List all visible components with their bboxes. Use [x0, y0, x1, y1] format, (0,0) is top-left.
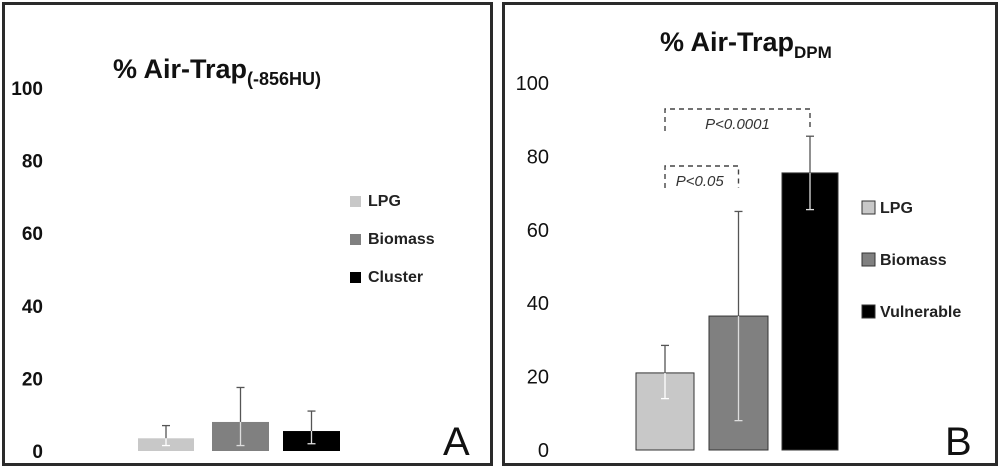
chart-title-b: % Air-TrapDPM: [660, 27, 832, 62]
y-tick-label-a-100: 100: [11, 79, 43, 100]
bar-b-vulnerable: [781, 172, 839, 451]
legend-label-a-2: Cluster: [368, 269, 423, 286]
y-tick-label-a-20: 20: [22, 369, 43, 390]
significance-bracket-b-1: [664, 165, 740, 188]
legend-swatch-a-1: [350, 234, 361, 245]
legend-swatch-a-0: [350, 196, 361, 207]
legend-label-b-2: Vulnerable: [880, 304, 961, 321]
legend-swatch-b-1: [861, 252, 876, 267]
y-tick-label-a-0: 0: [32, 442, 43, 463]
chart-title-sub-a: (-856HU): [247, 69, 321, 89]
chart-title-main-b: % Air-Trap: [660, 27, 794, 57]
significance-label-b-0: P<0.0001: [705, 116, 770, 133]
panel-b: % Air-TrapDPM 0 20 40 60 80 100 LPG Biomass Vulne…: [502, 2, 998, 466]
y-tick-label-b-40: 40: [527, 293, 549, 315]
panel-a: % Air-Trap(-856HU) 0 20 40 60 80 100 LPG Biomass…: [2, 2, 493, 466]
legend-label-a-1: Biomass: [368, 231, 435, 248]
legend-label-b-0: LPG: [880, 200, 913, 217]
panel-letter-a: A: [443, 420, 470, 464]
significance-label-b-1: P<0.05: [676, 173, 725, 190]
chart-a: % Air-Trap(-856HU) 0 20 40 60 80 100 LPG Biomass…: [11, 54, 470, 464]
legend-swatch-a-2: [350, 272, 361, 283]
legend-swatch-b-2: [861, 304, 876, 319]
chart-title-sub-b: DPM: [794, 43, 832, 62]
y-tick-label-a-40: 40: [22, 297, 43, 318]
y-tick-label-b-60: 60: [527, 220, 549, 242]
y-tick-label-b-20: 20: [527, 367, 549, 389]
significance-bracket-b-0: [664, 108, 811, 131]
legend-label-a-0: LPG: [368, 193, 401, 210]
y-tick-label-a-80: 80: [22, 152, 43, 173]
y-tick-label-b-80: 80: [527, 146, 549, 168]
chart-b: % Air-TrapDPM 0 20 40 60 80 100 LPG Biomass Vulne…: [516, 27, 972, 464]
legend-swatch-b-0: [861, 200, 876, 215]
panel-letter-b: B: [945, 420, 972, 464]
legend-label-b-1: Biomass: [880, 252, 947, 269]
chart-title-main-a: % Air-Trap: [113, 54, 247, 84]
y-tick-label-b-100: 100: [516, 73, 549, 95]
chart-title-a: % Air-Trap(-856HU): [113, 54, 321, 89]
y-tick-label-b-0: 0: [538, 440, 549, 462]
y-tick-label-a-60: 60: [22, 224, 43, 245]
